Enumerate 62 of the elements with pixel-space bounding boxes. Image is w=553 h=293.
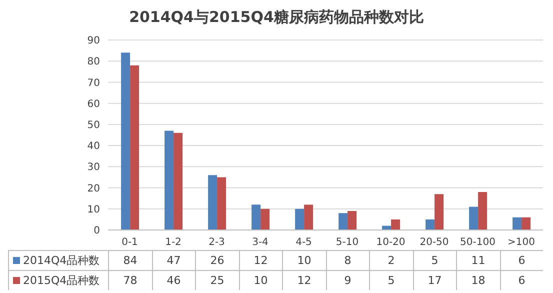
data-label: 10 <box>238 270 282 290</box>
data-label: 8 <box>326 250 369 270</box>
x-tick-label: 3-4 <box>252 237 268 248</box>
data-label: 5 <box>412 250 456 270</box>
x-tick-label: 1-2 <box>165 237 182 248</box>
y-tick-label: 50 <box>87 120 100 131</box>
bar <box>469 206 478 230</box>
data-label: 10 <box>282 250 326 270</box>
y-tick-label: 80 <box>87 56 100 68</box>
data-label: 9 <box>326 270 369 290</box>
bar <box>217 177 226 230</box>
bar <box>260 208 270 230</box>
x-tick-label: 50-100 <box>460 237 496 248</box>
bar <box>512 217 522 230</box>
y-tick-label: 70 <box>87 78 100 89</box>
x-tick-label: 0-1 <box>122 237 138 248</box>
bar <box>252 204 261 230</box>
x-tick-label: 4-5 <box>296 237 312 248</box>
x-tick-label: 10-20 <box>376 237 406 248</box>
data-label: 17 <box>412 270 456 290</box>
data-label: 25 <box>195 270 238 290</box>
data-label: 18 <box>456 270 500 290</box>
data-label: 6 <box>500 270 543 290</box>
data-label: 12 <box>282 270 326 290</box>
data-label: 46 <box>152 270 195 290</box>
data-label: 47 <box>152 250 195 270</box>
chart-title: 2014Q4与2015Q4糖尿病药物品种数对比 <box>128 8 425 27</box>
bar <box>121 52 130 230</box>
y-tick-label: 0 <box>94 226 100 237</box>
y-tick-label: 60 <box>87 98 100 110</box>
y-tick-label: 30 <box>87 162 100 174</box>
x-tick-label: >100 <box>508 237 535 248</box>
bar <box>295 208 304 230</box>
bar <box>338 213 348 230</box>
legend-label: 2015Q4品种数 <box>23 273 100 288</box>
bar <box>522 217 531 230</box>
bar <box>164 130 174 230</box>
bar <box>391 219 400 230</box>
bar <box>348 211 357 230</box>
legend-label: 2014Q4品种数 <box>23 253 100 268</box>
bar <box>130 65 140 230</box>
data-label: 84 <box>108 250 152 270</box>
data-label: 6 <box>500 250 543 270</box>
y-tick-label: 40 <box>87 141 100 152</box>
y-tick-label: 10 <box>87 204 100 216</box>
bar <box>426 219 435 230</box>
bar <box>208 175 218 230</box>
data-label: 26 <box>195 250 238 270</box>
data-label: 5 <box>369 270 412 290</box>
data-label: 11 <box>456 250 500 270</box>
bar <box>478 192 488 230</box>
data-label: 2 <box>369 250 412 270</box>
x-tick-label: 20-50 <box>420 237 449 248</box>
x-tick-label: 5-10 <box>336 237 359 248</box>
bar <box>174 132 183 230</box>
bar <box>304 204 314 230</box>
x-tick-label: 2-3 <box>208 237 225 248</box>
data-label: 78 <box>108 270 152 290</box>
y-tick-label: 20 <box>87 183 100 194</box>
bar <box>434 194 444 230</box>
data-label: 12 <box>238 250 282 270</box>
y-tick-label: 90 <box>87 36 100 47</box>
